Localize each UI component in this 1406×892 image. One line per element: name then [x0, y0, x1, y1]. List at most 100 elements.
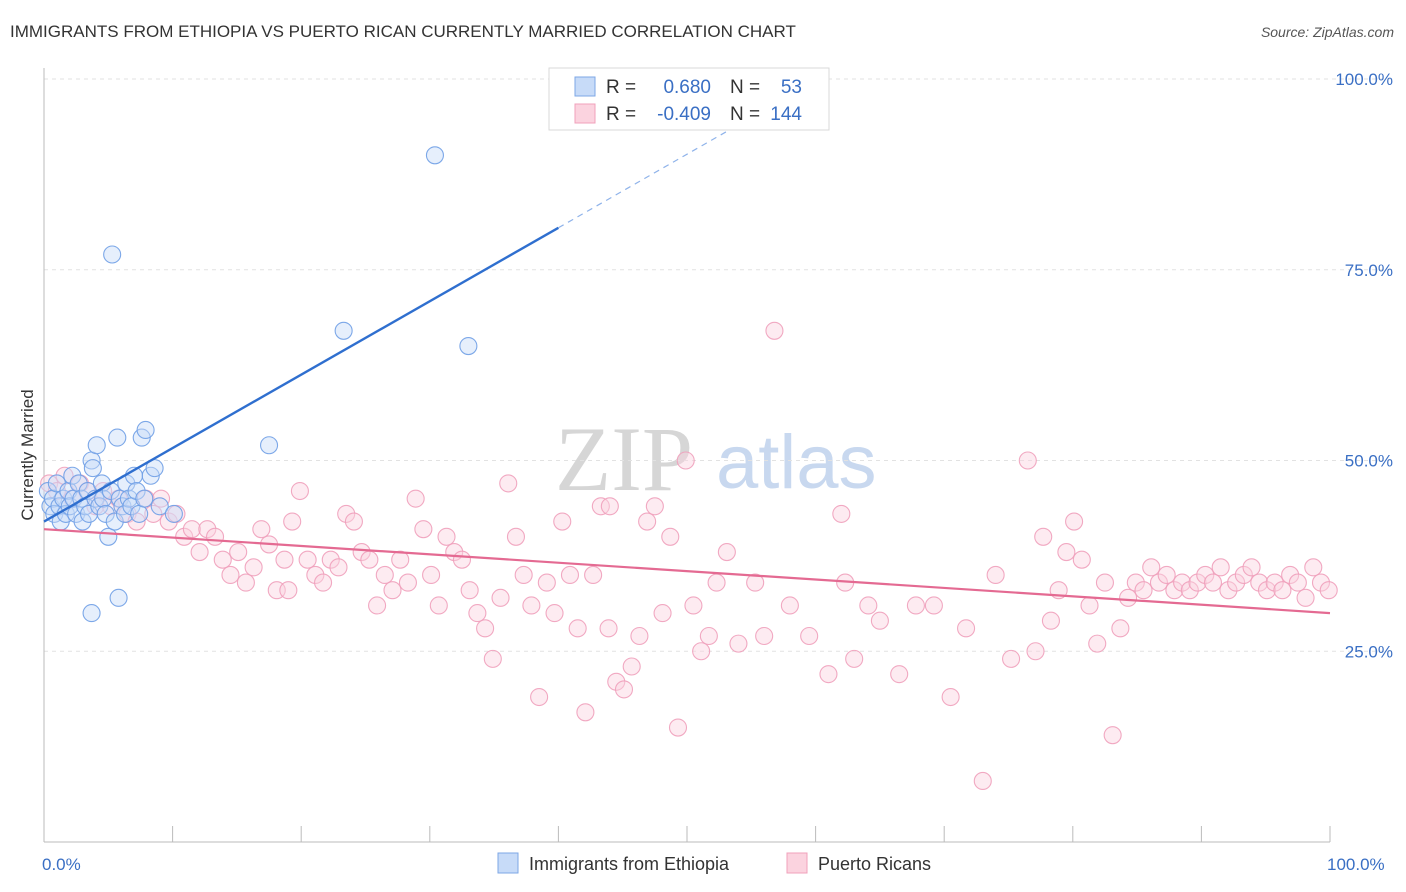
legend-r-label-2: R = [606, 104, 636, 125]
x-tick-label-min: 0.0% [42, 855, 81, 874]
data-point [135, 489, 154, 508]
data-point [845, 649, 864, 668]
data-point [560, 565, 580, 585]
data-point [1002, 649, 1021, 668]
data-point [1142, 558, 1161, 577]
legend-swatch-blue [574, 76, 596, 97]
data-point [614, 680, 634, 699]
chart-title: IMMIGRANTS FROM ETHIOPIA VS PUERTO RICAN… [10, 22, 796, 41]
data-point [530, 687, 549, 707]
data-point [1273, 581, 1292, 600]
data-point [298, 550, 317, 569]
data-point [600, 497, 619, 516]
data-point [1219, 581, 1238, 600]
data-point [182, 520, 201, 539]
legend-r-value-2: -0.409 [657, 104, 711, 125]
data-point [198, 520, 217, 539]
data-point [344, 512, 363, 531]
data-point [127, 481, 146, 501]
data-point [229, 543, 248, 562]
data-point [352, 543, 371, 562]
legend-box: R = 0.680 N = 53 R = -0.409 N = 144 [548, 67, 830, 131]
bottom-legend-swatch-blue [497, 852, 519, 874]
data-point [406, 489, 425, 508]
data-point [1180, 581, 1199, 600]
data-point [1065, 512, 1084, 531]
data-point [283, 512, 302, 531]
y-tick-labels: 25.0% 50.0% 75.0% 100.0% [1335, 70, 1393, 661]
data-point [429, 596, 448, 615]
data-point [213, 550, 232, 569]
data-point [86, 497, 105, 516]
legend-n-label-2: N = [730, 104, 760, 125]
trendline-ethiopia [43, 226, 559, 523]
data-point [1034, 527, 1053, 546]
data-point [661, 527, 680, 546]
data-point [491, 588, 510, 607]
data-point [986, 565, 1005, 585]
data-point [537, 573, 556, 592]
series-puerto-ricans [40, 321, 1338, 791]
data-point [1134, 581, 1153, 600]
data-point [329, 558, 348, 577]
watermark-atlas: atlas [716, 420, 877, 505]
data-point [40, 474, 59, 493]
data-point [82, 604, 101, 623]
data-point [483, 649, 502, 668]
data-point [73, 512, 92, 531]
data-point [1257, 581, 1277, 600]
data-point [1165, 581, 1184, 600]
data-point [460, 581, 479, 600]
data-point [115, 504, 135, 523]
data-point [1265, 573, 1284, 592]
y-tick-label: 75.0% [1345, 261, 1393, 280]
data-point [337, 504, 356, 523]
data-point [545, 604, 564, 623]
data-point [109, 588, 128, 607]
data-point [1111, 619, 1130, 638]
data-point [1188, 573, 1207, 592]
data-point [1250, 573, 1269, 592]
data-point [684, 596, 703, 615]
data-point [279, 581, 298, 600]
data-point [275, 550, 294, 569]
data-point [568, 619, 587, 638]
data-point [800, 626, 819, 646]
data-point [576, 703, 595, 722]
data-point [306, 565, 325, 585]
data-point [622, 657, 641, 676]
data-point [1296, 588, 1315, 607]
data-point [553, 512, 572, 531]
legend-n-value-1: 53 [781, 77, 802, 98]
data-point [314, 573, 333, 592]
data-point [890, 665, 909, 684]
data-point [1095, 573, 1114, 592]
data-point [150, 497, 169, 516]
data-point [205, 527, 225, 546]
series-ethiopia [38, 146, 478, 623]
data-point [1072, 550, 1091, 569]
data-point [259, 436, 279, 455]
bottom-legend-label-pink: Puerto Ricans [818, 854, 931, 874]
data-point [221, 565, 240, 585]
data-point [668, 718, 688, 737]
data-point [87, 436, 106, 455]
data-point [43, 489, 63, 508]
data-point [1080, 596, 1099, 615]
data-point [1119, 588, 1138, 607]
gridlines [44, 78, 1392, 652]
data-point [1126, 573, 1145, 592]
data-point [1203, 573, 1223, 592]
data-point [1281, 565, 1300, 585]
legend-r-value-1: 0.680 [663, 77, 711, 98]
data-point [780, 596, 799, 615]
data-point [105, 512, 124, 531]
data-point [459, 336, 478, 356]
data-point [499, 474, 518, 493]
data-point [108, 428, 127, 447]
data-point [514, 565, 533, 585]
data-point [1304, 558, 1323, 577]
y-axis-title: Currently Married [18, 389, 37, 520]
trendline-puerto-ricans [43, 528, 1331, 615]
